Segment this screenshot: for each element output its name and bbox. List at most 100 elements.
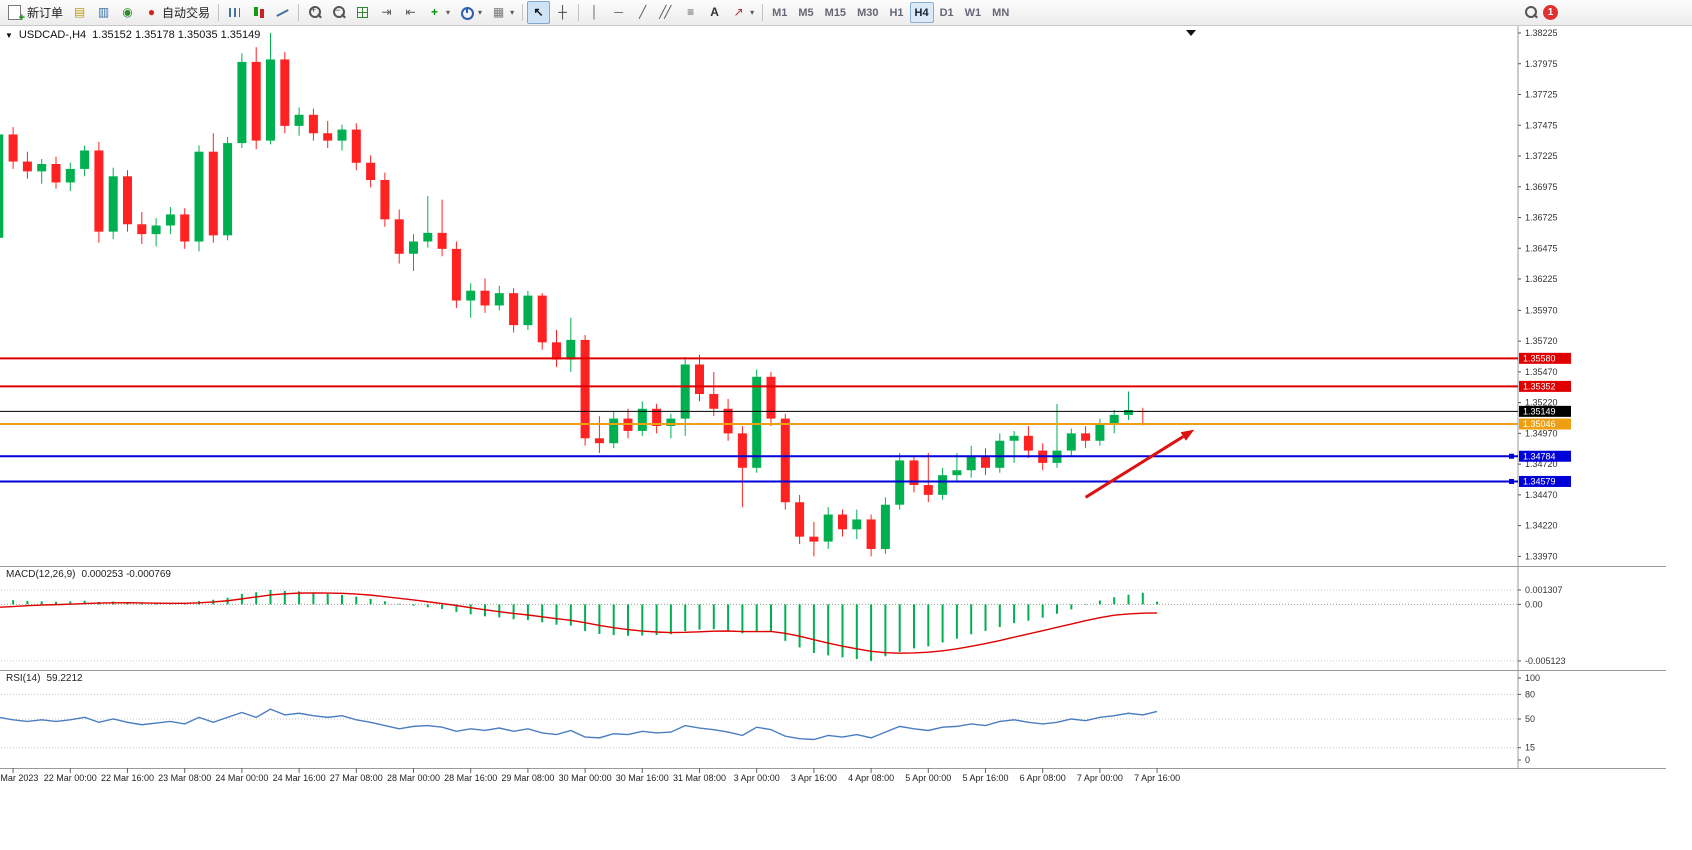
templates-caret-icon: ▾ bbox=[510, 8, 515, 17]
arrow-object-icon: ↗ bbox=[733, 5, 744, 19]
text-icon: A bbox=[710, 5, 719, 19]
arrows-button[interactable]: ↗ ▾ bbox=[727, 1, 758, 24]
chart-shift-marker[interactable] bbox=[1186, 30, 1196, 36]
candlestick-chart-button[interactable] bbox=[247, 1, 270, 24]
templates-button[interactable]: ▦ ▾ bbox=[487, 1, 518, 24]
svg-text:1.37225: 1.37225 bbox=[1525, 151, 1558, 161]
svg-text:27 Mar 08:00: 27 Mar 08:00 bbox=[330, 773, 383, 783]
svg-text:7 Apr 16:00: 7 Apr 16:00 bbox=[1134, 773, 1180, 783]
svg-text:1.35720: 1.35720 bbox=[1525, 336, 1558, 346]
notification-badge[interactable]: 1 bbox=[1543, 5, 1558, 20]
horizontal-line-object[interactable]: 1.35046 bbox=[0, 418, 1571, 430]
svg-text:21 Mar 2023: 21 Mar 2023 bbox=[0, 773, 38, 783]
svg-text:3 Apr 00:00: 3 Apr 00:00 bbox=[734, 773, 780, 783]
horizontal-line-object[interactable]: 1.35149 bbox=[0, 405, 1571, 417]
vertical-line-button[interactable]: │ bbox=[583, 1, 606, 24]
svg-text:1.35580: 1.35580 bbox=[1523, 354, 1556, 364]
svg-text:4 Apr 08:00: 4 Apr 08:00 bbox=[848, 773, 894, 783]
svg-text:5 Apr 00:00: 5 Apr 00:00 bbox=[905, 773, 951, 783]
new-order-button[interactable]: 新订单 bbox=[3, 1, 67, 24]
timeframe-d1-button[interactable]: D1 bbox=[939, 6, 954, 19]
new-order-label: 新订单 bbox=[27, 6, 64, 20]
market-watch-button[interactable]: ▤ bbox=[68, 1, 91, 24]
svg-text:0.001307: 0.001307 bbox=[1525, 585, 1563, 595]
bar-chart-icon bbox=[227, 5, 242, 20]
timeframe-m30-button[interactable]: M30 bbox=[857, 6, 879, 19]
horizontal-line-button[interactable]: ─ bbox=[607, 1, 630, 24]
svg-text:22 Mar 16:00: 22 Mar 16:00 bbox=[101, 773, 154, 783]
macd-panel: 0.001307 0.00 -0.005123 bbox=[0, 585, 1566, 666]
indicators-caret-icon: ▾ bbox=[446, 8, 451, 17]
candlestick-series bbox=[0, 33, 1148, 557]
zoom-out-button[interactable]: − bbox=[327, 1, 350, 24]
timeframe-w1-button[interactable]: W1 bbox=[964, 6, 982, 19]
zoom-in-icon: + bbox=[307, 5, 322, 20]
timeframe-m5-button[interactable]: M5 bbox=[798, 6, 814, 19]
line-handle[interactable] bbox=[1509, 453, 1514, 459]
new-order-icon bbox=[8, 5, 25, 24]
chart-shift-button[interactable]: ⇤ bbox=[399, 1, 422, 24]
chart-canvas[interactable]: 1.38225 1.37975 1.37725 1.37475 1.37225 1.369… bbox=[0, 26, 1692, 850]
horizontal-line-object[interactable]: 1.34579 bbox=[0, 475, 1571, 487]
fibonacci-button[interactable]: ≡ bbox=[679, 1, 702, 24]
autotrade-icon: ● bbox=[147, 5, 156, 19]
search-button[interactable] bbox=[1519, 1, 1542, 24]
line-handle[interactable] bbox=[1509, 478, 1514, 484]
svg-text:1.36725: 1.36725 bbox=[1525, 213, 1558, 223]
svg-text:3 Apr 16:00: 3 Apr 16:00 bbox=[791, 773, 837, 783]
vertical-line-icon: │ bbox=[590, 5, 599, 19]
indicators-button[interactable]: + ▾ bbox=[423, 1, 454, 24]
timeframe-h4-button[interactable]: H4 bbox=[909, 2, 934, 23]
trend-arrow[interactable] bbox=[1084, 429, 1195, 499]
indicators-plus-icon: + bbox=[431, 5, 439, 19]
svg-text:0: 0 bbox=[1525, 755, 1530, 765]
price-label-box bbox=[1519, 352, 1571, 364]
periods-caret-icon: ▾ bbox=[478, 8, 483, 17]
horizontal-line-object[interactable]: 1.35352 bbox=[0, 380, 1571, 392]
rsi-panel: 100 80 50 15 0 bbox=[0, 673, 1540, 765]
navigator-icon: ◉ bbox=[122, 5, 133, 19]
horizontal-line-object[interactable]: 1.34784 bbox=[0, 450, 1571, 462]
svg-text:1.37975: 1.37975 bbox=[1525, 59, 1558, 69]
fibonacci-icon: ≡ bbox=[687, 5, 695, 19]
timeframe-h1-button[interactable]: H1 bbox=[889, 6, 904, 19]
svg-text:1.33970: 1.33970 bbox=[1525, 551, 1558, 561]
cursor-pointer-icon: ↖ bbox=[533, 5, 544, 19]
svg-text:24 Mar 16:00: 24 Mar 16:00 bbox=[273, 773, 326, 783]
toolbar-separator bbox=[218, 4, 220, 21]
macd-signal-line bbox=[0, 592, 1158, 654]
auto-scroll-button[interactable]: ⇥ bbox=[375, 1, 398, 24]
horizontal-line-object[interactable]: 1.35580 bbox=[0, 352, 1571, 364]
svg-text:7 Apr 00:00: 7 Apr 00:00 bbox=[1077, 773, 1123, 783]
price-label-box bbox=[1519, 380, 1571, 392]
autotrade-label: 自动交易 bbox=[162, 6, 211, 20]
time-axis[interactable]: 21 Mar 2023 22 Mar 00:00 22 Mar 16:00 23 Ma… bbox=[0, 768, 1180, 783]
data-window-button[interactable]: ▥ bbox=[92, 1, 115, 24]
toolbar-separator bbox=[298, 4, 300, 21]
svg-text:0.00: 0.00 bbox=[1525, 599, 1543, 609]
timeframe-m1-button[interactable]: M1 bbox=[772, 6, 788, 19]
zoom-out-icon: − bbox=[331, 5, 346, 20]
periods-button[interactable]: ▾ bbox=[455, 1, 486, 24]
svg-text:30 Mar 16:00: 30 Mar 16:00 bbox=[616, 773, 669, 783]
line-chart-button[interactable] bbox=[271, 1, 294, 24]
svg-text:1.38225: 1.38225 bbox=[1525, 28, 1558, 38]
trendline-button[interactable]: ╱ bbox=[631, 1, 654, 24]
data-window-icon: ▥ bbox=[97, 5, 110, 19]
crosshair-button[interactable]: ┼ bbox=[551, 1, 574, 24]
channel-button[interactable] bbox=[655, 1, 678, 24]
price-label-box bbox=[1519, 418, 1571, 430]
timeframe-m15-button[interactable]: M15 bbox=[824, 6, 847, 19]
svg-text:23 Mar 08:00: 23 Mar 08:00 bbox=[158, 773, 211, 783]
text-button[interactable]: A bbox=[703, 1, 726, 24]
price-axis[interactable]: 1.38225 1.37975 1.37725 1.37475 1.37225 1.369… bbox=[1518, 28, 1558, 561]
cursor-button[interactable]: ↖ bbox=[527, 1, 551, 24]
timeframe-mn-button[interactable]: MN bbox=[992, 6, 1010, 19]
zoom-in-button[interactable]: + bbox=[303, 1, 326, 24]
tile-windows-button[interactable] bbox=[351, 1, 374, 24]
autotrade-button[interactable]: ● 自动交易 bbox=[140, 1, 214, 24]
svg-text:1.34579: 1.34579 bbox=[1523, 477, 1556, 487]
navigator-button[interactable]: ◉ bbox=[116, 1, 139, 24]
bar-chart-button[interactable] bbox=[223, 1, 246, 24]
svg-text:1.35046: 1.35046 bbox=[1523, 419, 1556, 429]
